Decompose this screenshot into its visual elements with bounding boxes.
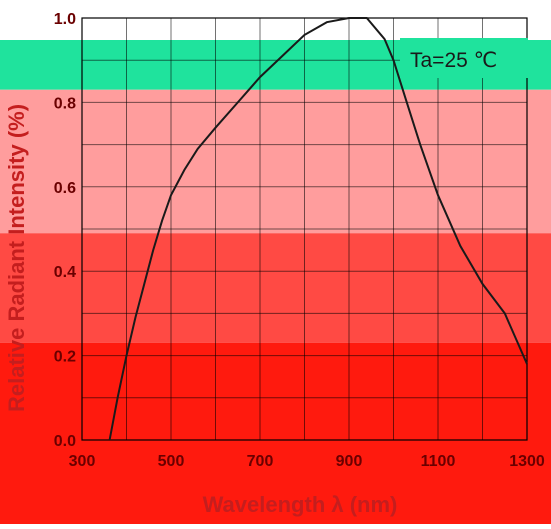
x-tick-labels: 300 500 700 900 1100 1300	[69, 453, 545, 470]
background-bands	[0, 40, 551, 524]
y-tick-label: 0.2	[54, 349, 76, 366]
background-band	[0, 342, 551, 524]
background-band	[0, 233, 551, 343]
x-tick-label: 300	[69, 453, 96, 470]
y-tick-label: 0.0	[54, 433, 76, 450]
annotation-label: Ta=25 ℃	[410, 49, 497, 72]
y-tick-labels: 0.0 0.2 0.4 0.6 0.8 1.0	[54, 11, 76, 450]
x-tick-label: 900	[336, 453, 363, 470]
y-tick-label: 0.4	[54, 264, 76, 281]
y-tick-label: 0.8	[54, 95, 76, 112]
plot-frame	[81, 17, 528, 441]
y-tick-label: 1.0	[54, 11, 76, 28]
x-axis-label: Wavelength λ (nm)	[203, 492, 398, 517]
x-tick-label: 500	[158, 453, 185, 470]
annotation-box	[400, 38, 528, 78]
x-tick-label: 700	[247, 453, 274, 470]
series-line	[108, 17, 528, 441]
background-band	[0, 89, 551, 234]
x-tick-label: 1100	[421, 453, 456, 470]
x-tick-label: 1300	[509, 453, 545, 470]
y-tick-label: 0.6	[54, 180, 76, 197]
y-axis-label: Relative Radiant Intensity (%)	[4, 104, 29, 412]
